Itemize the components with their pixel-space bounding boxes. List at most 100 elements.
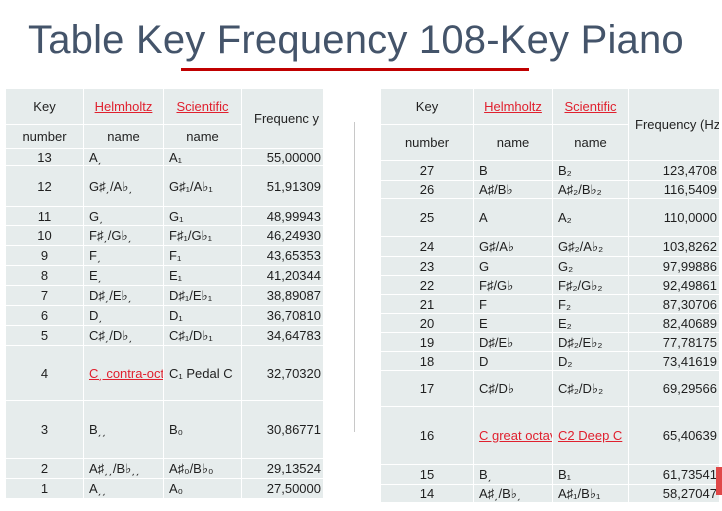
- scientific-name: G₁: [163, 206, 242, 226]
- frequency-value: 55,00000: [241, 148, 324, 166]
- scientific-name: G₂: [552, 256, 629, 276]
- helmholtz-name-subheader: name: [473, 124, 553, 161]
- scientific-name-subheader: name: [163, 124, 242, 149]
- number-subheader: number: [5, 124, 84, 149]
- scientific-name: F₁: [163, 245, 242, 266]
- table-row: 12 G♯͵/A♭͵ G♯₁/A♭₁ 51,91309: [5, 165, 324, 207]
- frequency-value: 51,91309: [241, 165, 324, 207]
- scientific-header-link[interactable]: Scientific: [163, 88, 242, 125]
- scientific-name: A₁: [163, 148, 242, 166]
- table-row: 24 G♯/A♭ G♯₂/A♭₂ 103,8262: [380, 236, 720, 257]
- helmholtz-name: B͵: [473, 464, 553, 485]
- scientific-name: C♯₁/D♭₁: [163, 325, 242, 346]
- scientific-name: E₁: [163, 265, 242, 286]
- key-number: 6: [5, 305, 84, 326]
- key-number: 19: [380, 332, 474, 352]
- key-number: 2: [5, 458, 84, 479]
- scientific-name: D♯₂/E♭₂: [552, 332, 629, 352]
- table-row: 22 F♯/G♭ F♯₂/G♭₂ 92,49861: [380, 275, 720, 295]
- scientific-name: F♯₂/G♭₂: [552, 275, 629, 295]
- scientific-name: D♯₁/E♭₁: [163, 285, 242, 306]
- scientific-header-link[interactable]: Scientific: [552, 88, 629, 125]
- helmholtz-name-subheader: name: [83, 124, 164, 149]
- scientific-name-subheader: name: [552, 124, 629, 161]
- key-number: 14: [380, 484, 474, 503]
- helmholtz-name: A͵͵: [83, 478, 164, 499]
- helmholtz-name: C♯/D♭: [473, 370, 553, 407]
- helmholtz-header-link[interactable]: Helmholtz: [83, 88, 164, 125]
- helmholtz-name-link[interactable]: C great octave: [473, 406, 553, 465]
- title-underline: [181, 68, 529, 71]
- scientific-name: A₂: [552, 198, 629, 237]
- key-number: 27: [380, 160, 474, 181]
- helmholtz-name: E͵: [83, 265, 164, 286]
- key-number: 15: [380, 464, 474, 485]
- scientific-name: B₁: [552, 464, 629, 485]
- table-row: 23 G G₂ 97,99886: [380, 256, 720, 276]
- helmholtz-name: D♯͵/E♭͵: [83, 285, 164, 306]
- helmholtz-name: A♯͵/B♭͵: [473, 484, 553, 503]
- scientific-name: B₂: [552, 160, 629, 181]
- table-row: 5 C♯͵/D♭͵ C♯₁/D♭₁ 34,64783: [5, 325, 324, 346]
- frequency-value: 73,41619: [628, 351, 720, 371]
- scientific-name: A♯₀/B♭₀: [163, 458, 242, 479]
- helmholtz-header-link[interactable]: Helmholtz: [473, 88, 553, 125]
- key-header: Key: [5, 88, 84, 125]
- helmholtz-name: G͵: [83, 206, 164, 226]
- key-number: 13: [5, 148, 84, 166]
- scientific-name-link[interactable]: C2 Deep C: [552, 406, 629, 465]
- scientific-name: B₀: [163, 400, 242, 459]
- frequency-value: 87,30706: [628, 294, 720, 314]
- table-row: 13 A͵ A₁ 55,00000: [5, 148, 324, 166]
- frequency-value: 123,4708: [628, 160, 720, 181]
- frequency-value: 58,27047: [628, 484, 720, 503]
- key-number: 11: [5, 206, 84, 226]
- frequency-value: 43,65353: [241, 245, 324, 266]
- frequency-value: 103,8262: [628, 236, 720, 257]
- frequency-header: Frequenc y (Hz): [241, 88, 324, 149]
- table-row: 8 E͵ E₁ 41,20344: [5, 265, 324, 286]
- table-row: 6 D͵ D₁ 36,70810: [5, 305, 324, 326]
- helmholtz-name: C♯͵/D♭͵: [83, 325, 164, 346]
- frequency-value: 82,40689: [628, 313, 720, 333]
- frequency-value: 41,20344: [241, 265, 324, 286]
- scientific-name: F♯₁/G♭₁: [163, 225, 242, 246]
- helmholtz-name: E: [473, 313, 553, 333]
- key-number: 3: [5, 400, 84, 459]
- frequency-value: 69,29566: [628, 370, 720, 407]
- table-row: 26 A♯/B♭ A♯₂/B♭₂ 116,5409: [380, 180, 720, 199]
- scientific-name: C♯₂/D♭₂: [552, 370, 629, 407]
- key-header: Key: [380, 88, 474, 125]
- table-row: 1 A͵͵ A₀ 27,50000: [5, 478, 324, 499]
- key-number: 12: [5, 165, 84, 207]
- helmholtz-name: D: [473, 351, 553, 371]
- scientific-name: D₂: [552, 351, 629, 371]
- frequency-value: 36,70810: [241, 305, 324, 326]
- key-number: 22: [380, 275, 474, 295]
- table-row: 17 C♯/D♭ C♯₂/D♭₂ 69,29566: [380, 370, 720, 407]
- helmholtz-name-link[interactable]: C͵ contra-octave: [83, 345, 164, 401]
- frequency-value: 61,73541: [628, 464, 720, 485]
- key-number: 5: [5, 325, 84, 346]
- helmholtz-name: F♯͵/G♭͵: [83, 225, 164, 246]
- helmholtz-name: B: [473, 160, 553, 181]
- table-row: 16 C great octave C2 Deep C 65,40639: [380, 406, 720, 465]
- frequency-value: 32,70320: [241, 345, 324, 401]
- frequency-value: 116,5409: [628, 180, 720, 199]
- scientific-name: F₂: [552, 294, 629, 314]
- helmholtz-name: F: [473, 294, 553, 314]
- key-number: 23: [380, 256, 474, 276]
- helmholtz-name: A͵: [83, 148, 164, 166]
- key-number: 24: [380, 236, 474, 257]
- key-number: 20: [380, 313, 474, 333]
- frequency-value: 30,86771: [241, 400, 324, 459]
- helmholtz-name: G♯͵/A♭͵: [83, 165, 164, 207]
- table-row: 7 D♯͵/E♭͵ D♯₁/E♭₁ 38,89087: [5, 285, 324, 306]
- column-divider: [354, 122, 355, 432]
- scientific-name: A♯₁/B♭₁: [552, 484, 629, 503]
- table-row: 19 D♯/E♭ D♯₂/E♭₂ 77,78175: [380, 332, 720, 352]
- table-row: 27 B B₂ 123,4708: [380, 160, 720, 181]
- scientific-name: D₁: [163, 305, 242, 326]
- table-row: 9 F͵ F₁ 43,65353: [5, 245, 324, 266]
- key-number: 17: [380, 370, 474, 407]
